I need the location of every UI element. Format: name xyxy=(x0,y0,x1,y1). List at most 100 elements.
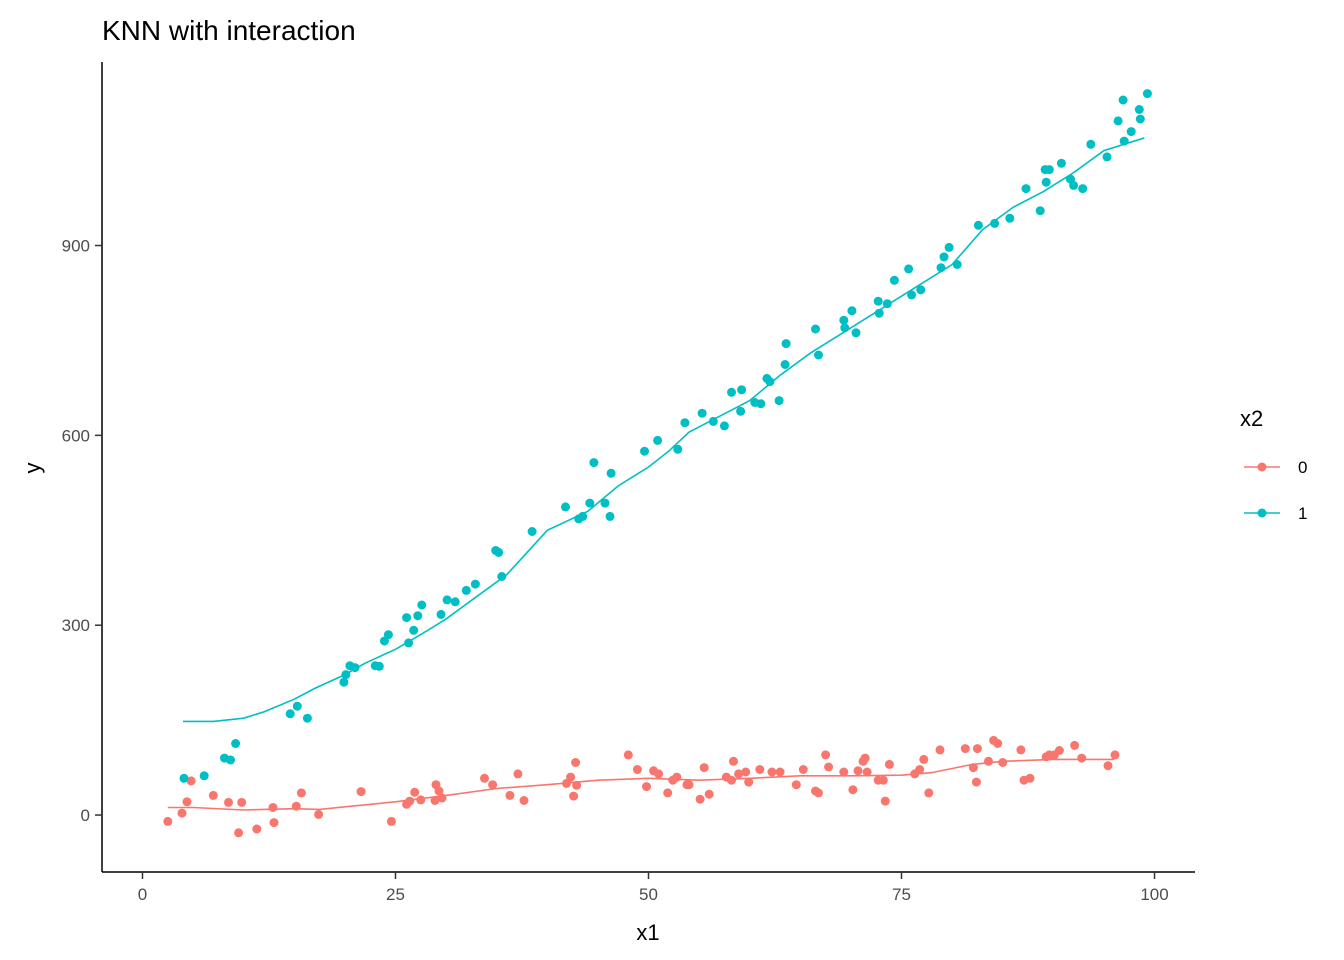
series-1-point xyxy=(697,408,707,418)
series-0-point xyxy=(860,753,870,763)
x-tick-label: 100 xyxy=(1140,885,1168,904)
series-1-point xyxy=(990,218,1000,228)
series-0-point xyxy=(744,777,754,787)
series-1-point xyxy=(1142,89,1152,99)
series-1-point xyxy=(413,611,423,621)
x-tick-label: 50 xyxy=(639,885,658,904)
series-1-point xyxy=(673,444,683,454)
series-1-point xyxy=(916,285,926,295)
x-tick-label: 0 xyxy=(138,885,147,904)
series-1-point xyxy=(226,755,235,765)
series-1-point xyxy=(1134,105,1144,114)
x-tick-label: 75 xyxy=(892,885,911,904)
series-1-point xyxy=(1035,206,1045,216)
series-0-point xyxy=(356,787,366,797)
series-1-point xyxy=(292,701,302,711)
series-0-point xyxy=(968,763,978,773)
series-0-point xyxy=(814,788,823,798)
series-1-point xyxy=(436,609,446,619)
series-0-point xyxy=(623,750,633,760)
legend: x2 0 1 xyxy=(1240,406,1307,523)
series-1-point xyxy=(1044,165,1054,175)
series-1-point xyxy=(1118,95,1128,105)
axes: 0 25 50 75 100 0 300 600 900 xyxy=(62,62,1195,904)
series-0-point xyxy=(434,786,444,796)
series-1-point xyxy=(409,625,419,635)
series-1-point xyxy=(1113,116,1123,126)
series-0-point xyxy=(821,750,831,760)
series-0-point xyxy=(824,762,834,772)
series-0-point xyxy=(971,777,981,787)
legend-label-1: 1 xyxy=(1298,504,1307,523)
series-1-point xyxy=(383,630,393,640)
series-1-point xyxy=(774,396,784,406)
series-0-point xyxy=(252,824,262,834)
series-1-point xyxy=(341,670,351,680)
series-0-point xyxy=(704,789,714,799)
series-0-point xyxy=(488,780,498,790)
plot-area xyxy=(163,89,1152,838)
series-1-fit-line xyxy=(183,137,1145,723)
series-1-point xyxy=(585,498,595,508)
series-1-point xyxy=(653,435,663,445)
series-1-point xyxy=(1056,158,1066,168)
series-1-point xyxy=(640,446,649,456)
series-1-point xyxy=(719,421,729,431)
series-1-point xyxy=(882,299,892,309)
series-0-point xyxy=(654,769,664,779)
series-0-point xyxy=(1025,773,1035,783)
series-1-point xyxy=(839,315,849,325)
series-0-point xyxy=(862,767,872,777)
series-1-point xyxy=(285,709,295,719)
series-0-point xyxy=(924,788,934,798)
series-0-point xyxy=(632,765,642,774)
series-1-point xyxy=(374,661,384,671)
series-0-point xyxy=(919,754,929,764)
series-1-point xyxy=(302,713,312,723)
series-0-point xyxy=(430,796,440,805)
series-1-point xyxy=(737,385,747,395)
series-0-point xyxy=(186,776,196,786)
series-0-point xyxy=(291,801,301,811)
series-0-point xyxy=(775,767,785,777)
series-1-point xyxy=(727,387,736,397)
series-0-point xyxy=(960,744,970,754)
series-1-point xyxy=(780,360,790,369)
series-0-point xyxy=(519,796,529,805)
series-1-point xyxy=(589,458,599,468)
series-1-point xyxy=(708,416,718,426)
y-axis-title: y xyxy=(20,463,45,474)
series-0-point xyxy=(269,818,279,828)
series-1-point xyxy=(765,377,775,387)
series-1-point xyxy=(944,242,954,252)
series-0-point xyxy=(878,775,888,785)
series-1-point xyxy=(936,263,946,273)
series-0-point xyxy=(234,828,244,838)
series-1-point xyxy=(606,468,616,478)
series-1-point xyxy=(527,527,537,536)
series-0-point xyxy=(741,767,751,777)
series-0-point xyxy=(915,765,925,774)
y-tick-label: 0 xyxy=(81,806,90,825)
series-1-point xyxy=(1005,213,1015,223)
series-1-point xyxy=(907,290,917,300)
series-0-point xyxy=(972,744,982,754)
legend-key-point-1 xyxy=(1257,508,1267,518)
series-0-point xyxy=(480,773,489,783)
series-1-point xyxy=(561,502,570,512)
series-0-point xyxy=(727,775,736,785)
series-1-point xyxy=(889,275,899,285)
series-0-point xyxy=(296,788,306,798)
series-1-point xyxy=(497,572,507,581)
series-1-point xyxy=(417,600,427,610)
chart-title: KNN with interaction xyxy=(102,15,356,46)
x-axis-title: x1 xyxy=(636,920,659,945)
series-0-point xyxy=(405,796,415,806)
series-0-point xyxy=(237,797,247,807)
series-1-point xyxy=(199,771,209,781)
series-1-point xyxy=(680,418,690,428)
series-1-point xyxy=(847,306,857,316)
series-0-point xyxy=(437,793,447,803)
series-0-point xyxy=(416,795,426,805)
